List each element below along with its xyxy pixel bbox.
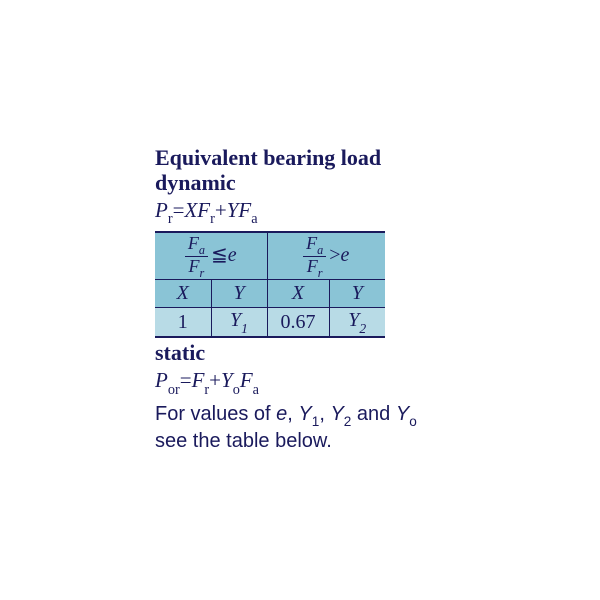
static-formula: Por=Fr+YoFa	[155, 368, 485, 397]
formula-var: F	[197, 198, 210, 222]
frac-num-var: F	[188, 233, 199, 253]
cell-sub: 2	[359, 321, 366, 336]
title-line1: Equivalent bearing load	[155, 145, 485, 170]
dynamic-formula: Pr=XFr+YFa	[155, 198, 485, 227]
note-var: e	[276, 403, 287, 425]
note-var: Y	[298, 403, 311, 425]
note-and: and	[351, 403, 395, 425]
note-var: Y	[396, 403, 409, 425]
cell-sub: 1	[241, 321, 248, 336]
table-cell: 1	[155, 308, 211, 338]
formula-sub: o	[233, 382, 240, 398]
formula-sub: r	[204, 382, 209, 398]
fraction: Fa Fr	[303, 234, 326, 279]
formula-var: F	[240, 368, 253, 392]
frac-den-sub: r	[200, 266, 205, 280]
frac-num-sub: a	[199, 243, 205, 257]
note-sub: 2	[344, 414, 352, 429]
table-cell: 0.67	[267, 308, 329, 338]
cell-var: Y	[348, 309, 359, 331]
cmp-var: e	[228, 244, 237, 266]
note-post: see the table below.	[155, 430, 332, 452]
formula-sub: r	[210, 211, 215, 227]
table-header: Y	[211, 280, 267, 308]
title-line2: dynamic	[155, 170, 485, 195]
formula-var: P	[155, 198, 168, 222]
formula-var: Y	[227, 198, 239, 222]
fraction: Fa Fr	[185, 234, 208, 279]
note-text: For values of e, Y1, Y2 and Yo see the t…	[155, 402, 485, 453]
table-cell: Y1	[211, 308, 267, 338]
load-table: Fa Fr ≦e Fa Fr >e X Y X Y 1 Y1 0.67 Y2	[155, 231, 385, 339]
formula-var: X	[184, 198, 197, 222]
static-title: static	[155, 340, 485, 366]
gt-op: >	[329, 244, 340, 266]
table-header: X	[155, 280, 211, 308]
formula-sub: a	[253, 382, 259, 398]
formula-var: Y	[221, 368, 233, 392]
frac-num-sub: a	[317, 243, 323, 257]
formula-sub: r	[168, 211, 173, 227]
le-op: ≦	[211, 244, 228, 266]
table-header: X	[267, 280, 329, 308]
formula-var: P	[155, 368, 168, 392]
frac-den-var: F	[307, 256, 318, 276]
frac-num-var: F	[306, 233, 317, 253]
formula-sub: or	[168, 382, 180, 398]
formula-var: F	[238, 198, 251, 222]
formula-sub: a	[251, 211, 257, 227]
frac-den-var: F	[189, 256, 200, 276]
cell-var: Y	[230, 309, 241, 331]
note-var: Y	[330, 403, 343, 425]
cmp-var: e	[341, 244, 350, 266]
table-cond-right: Fa Fr >e	[267, 232, 385, 280]
note-sub: o	[409, 414, 417, 429]
frac-den-sub: r	[318, 266, 323, 280]
note-pre: For values of	[155, 403, 276, 425]
note-sub: 1	[312, 414, 320, 429]
table-cell: Y2	[329, 308, 385, 338]
table-header: Y	[329, 280, 385, 308]
formula-var: F	[192, 368, 205, 392]
table-cond-left: Fa Fr ≦e	[155, 232, 267, 280]
